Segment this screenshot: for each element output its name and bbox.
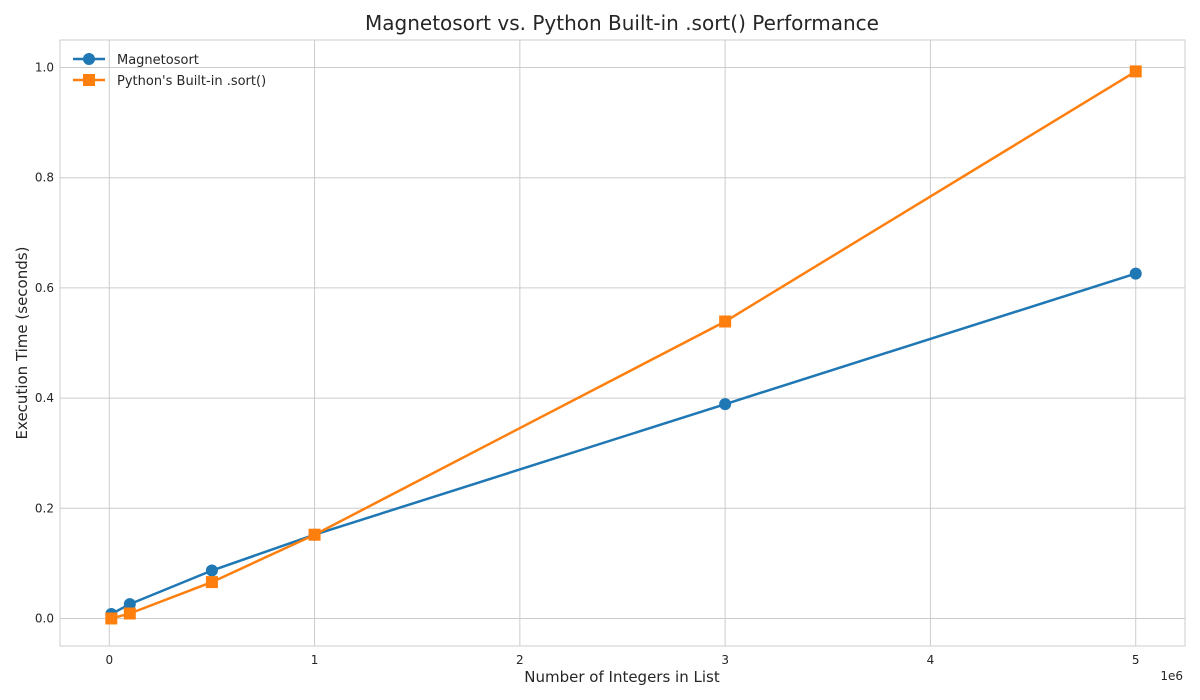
data-point-square [308,528,321,541]
chart-title: Magnetosort vs. Python Built-in .sort() … [365,11,879,35]
x-tick-label: 1 [311,653,319,667]
plot-frame [59,39,1186,647]
data-point-circle [205,564,218,577]
y-tick-label: 0.2 [35,501,54,515]
data-point-circle [123,598,136,611]
x-offset-label: 1e6 [1160,669,1183,683]
x-tick-label: 3 [721,653,729,667]
data-point-circle [719,398,732,411]
x-tick-label: 5 [1132,653,1140,667]
data-point-square [105,612,118,625]
y-tick-label: 0.6 [35,281,54,295]
data-point-square [205,576,218,589]
data-point-square [719,315,732,328]
legend-label: Magnetosort [117,53,199,68]
legend: Magnetosort Python's Built-in .sort() [73,53,266,89]
x-tick-label: 4 [927,653,935,667]
y-axis-label: Execution Time (seconds) [13,247,31,440]
legend-label: Python's Built-in .sort() [117,74,266,89]
y-tick-label: 0.4 [35,391,54,405]
data-point-square [123,607,136,620]
series-layer [105,65,1142,625]
x-axis-label: Number of Integers in List [524,668,720,686]
y-tick-label: 0.0 [35,611,54,625]
y-tick-label: 0.8 [35,171,54,185]
x-tick-label: 2 [516,653,524,667]
legend-marker-circle [83,53,95,65]
grid [60,40,1185,646]
data-point-circle [1129,267,1142,280]
data-point-square [1129,65,1142,78]
y-tick-label: 1.0 [35,61,54,75]
tick-labels: 0 1 2 3 4 5 0.0 0.2 0.4 0.6 0.8 1.0 [35,61,1140,667]
x-tick-label: 0 [105,653,113,667]
legend-marker-square [83,74,95,86]
